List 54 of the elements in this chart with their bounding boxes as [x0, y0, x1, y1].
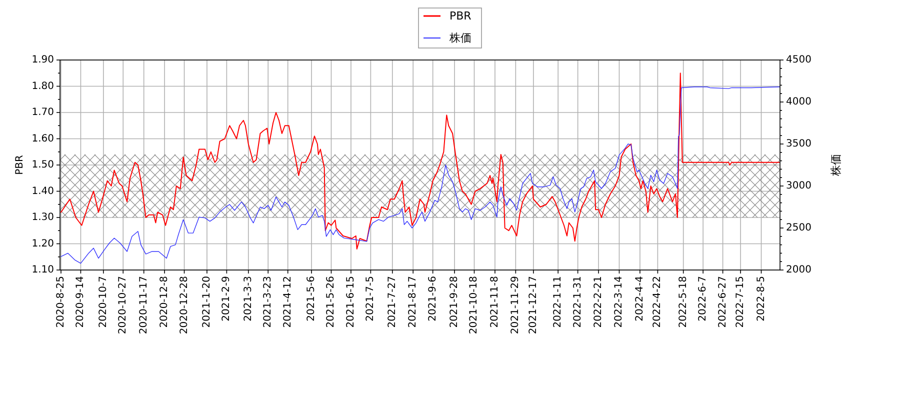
y2-tick-label: 2000 — [786, 264, 812, 276]
x-tick-label: 2021-12-17 — [528, 276, 539, 334]
x-tick-label: 2021-3-3 — [242, 276, 254, 322]
y-tick-label: 1.30 — [32, 212, 54, 223]
y2-tick-label: 4500 — [786, 54, 812, 66]
legend-label: PBR — [450, 10, 472, 22]
x-tick-label: 2022-3-14 — [614, 276, 625, 328]
x-tick-label: 2021-10-18 — [468, 276, 480, 334]
x-tick-label: 2022-8-5 — [756, 276, 767, 322]
x-tick-label: 2022-1-31 — [572, 276, 584, 328]
x-tick-label: 2021-1-20 — [201, 276, 212, 328]
x-tick-label: 2021-9-6 — [427, 276, 438, 322]
x-tick-label: 2020-12-8 — [159, 276, 170, 328]
y-tick-label: 1.50 — [32, 160, 54, 170]
y2-tick-label: 4000 — [786, 96, 812, 108]
x-tick-label: 2022-4-4 — [634, 276, 646, 322]
y2-label: 株価 — [830, 154, 842, 176]
x-tick-label: 2021-5-26 — [326, 276, 337, 328]
y2-tick-label: 2500 — [786, 222, 812, 234]
x-tick-label: 2021-8-17 — [408, 276, 419, 328]
x-tick-label: 2021-7-5 — [365, 276, 376, 322]
x-tick-label: 2021-6-15 — [345, 276, 356, 328]
x-tick-label: 2020-9-14 — [75, 276, 86, 328]
y-tick-label: 1.40 — [32, 186, 54, 197]
x-tick-label: 2022-7-15 — [735, 276, 746, 328]
x-tick-label: 2021-3-23 — [262, 276, 274, 328]
x-tick-label: 2022-4-22 — [652, 276, 664, 328]
y-tick-label: 1.20 — [32, 238, 54, 250]
legend-label: 株価 — [448, 32, 472, 44]
x-tick-label: 2020-8-25 — [55, 276, 66, 328]
x-tick-label: 2020-12-28 — [178, 276, 190, 334]
y-tick-label: 1.70 — [32, 107, 54, 118]
x-tick-label: 2021-7-27 — [386, 276, 398, 328]
y2-tick-label: 3500 — [786, 138, 812, 150]
x-tick-label: 2022-6-27 — [717, 276, 728, 328]
x-tick-label: 2022-6-7 — [698, 276, 709, 322]
x-tick-label: 2021-9-28 — [449, 276, 460, 328]
y-tick-label: 1.10 — [32, 264, 54, 276]
y2-tick-label: 3000 — [786, 180, 812, 192]
x-tick-label: 2022-5-18 — [678, 276, 689, 328]
x-tick-label: 2020-11-17 — [138, 276, 150, 334]
y-tick-label: 1.80 — [32, 80, 54, 92]
x-tick-label: 2020-10-7 — [98, 276, 109, 328]
x-tick-label: 2021-11-29 — [510, 276, 522, 334]
x-tick-label: 2020-10-27 — [118, 276, 129, 334]
y-tick-label: 1.60 — [32, 133, 54, 144]
x-tick-label: 2021-11-8 — [489, 276, 500, 328]
x-tick-label: 2022-1-11 — [552, 276, 564, 328]
y-label: PBR — [14, 155, 26, 175]
y-tick-label: 1.90 — [32, 54, 54, 66]
x-tick-label: 2021-5-6 — [306, 276, 318, 322]
x-tick-label: 2021-4-12 — [282, 276, 294, 328]
x-tick-label: 2021-2-9 — [221, 276, 232, 322]
x-tick-label: 2022-2-21 — [593, 276, 604, 328]
